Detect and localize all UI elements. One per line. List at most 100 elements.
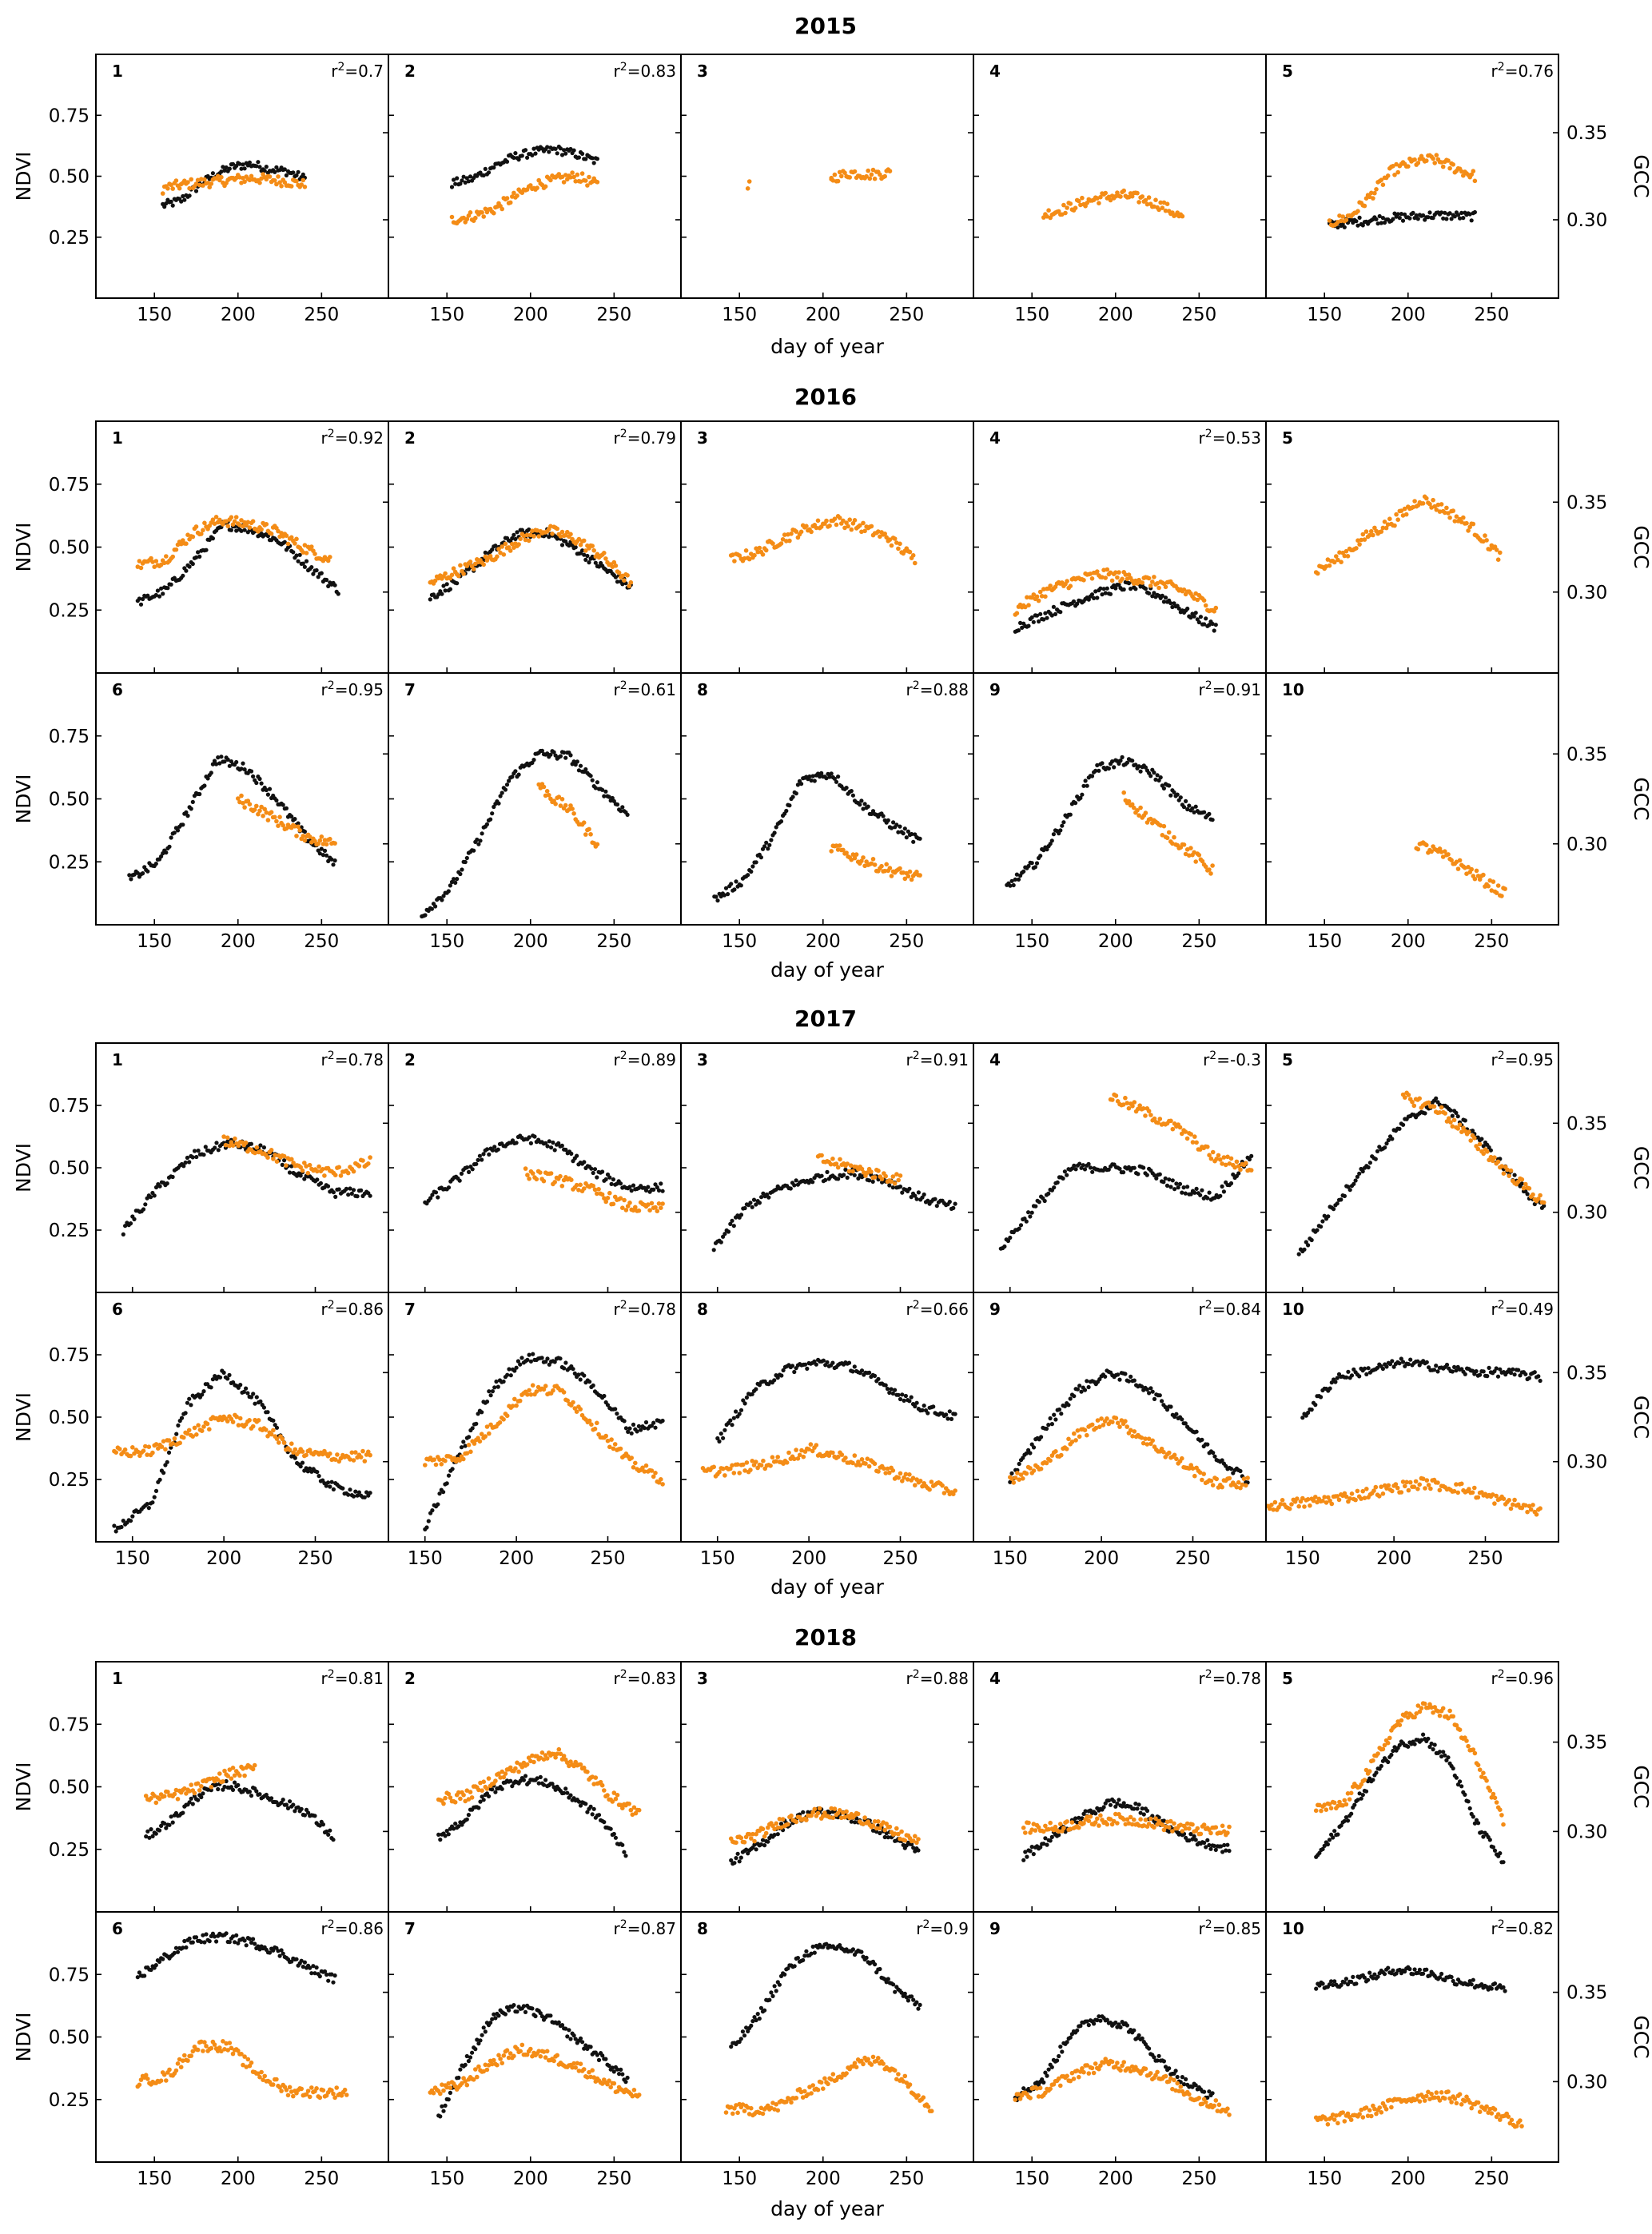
- ndvi-point: [150, 1500, 155, 1505]
- ndvi-point: [472, 848, 476, 853]
- gcc-point: [1300, 1495, 1305, 1501]
- panel-number: 6: [112, 680, 123, 699]
- ndvi-point: [169, 582, 173, 587]
- gcc-point: [838, 1157, 842, 1162]
- gcc-point: [605, 1196, 611, 1201]
- gcc-point: [561, 180, 567, 185]
- ndvi-point: [799, 782, 804, 786]
- gcc-point: [1488, 1154, 1494, 1160]
- ndvi-point: [190, 1155, 195, 1160]
- ndvi-point: [1008, 1235, 1013, 1240]
- ndvi-point: [1384, 1141, 1389, 1146]
- gcc-point: [565, 1398, 570, 1404]
- gcc-point: [885, 1466, 890, 1471]
- ndvi-point: [455, 176, 460, 181]
- x-tick-label: 150: [429, 305, 464, 325]
- gcc-point: [1110, 1420, 1115, 1424]
- ndvi-point: [1018, 620, 1023, 626]
- ndvi-point: [1038, 854, 1043, 858]
- ndvi-point: [852, 1173, 857, 1177]
- ndvi-point: [484, 822, 490, 826]
- gcc-point: [1538, 1193, 1543, 1198]
- gcc-point: [1143, 197, 1148, 203]
- gcc-point: [1192, 596, 1196, 601]
- ndvi-point: [656, 1188, 662, 1193]
- gcc-point: [1017, 1477, 1021, 1482]
- gcc-point: [1461, 173, 1466, 178]
- gcc-point: [500, 544, 504, 549]
- gcc-point: [299, 182, 305, 187]
- ndvi-point: [455, 877, 460, 882]
- gcc-point: [1379, 177, 1384, 182]
- ndvi-point: [1053, 611, 1058, 617]
- ndvi-point: [1103, 591, 1108, 595]
- gcc-point: [595, 842, 600, 847]
- ndvi-point: [1193, 611, 1198, 615]
- x-tick-label: 150: [429, 931, 464, 952]
- gcc-point: [556, 794, 562, 799]
- gcc-point: [1163, 208, 1168, 213]
- ndvi-point: [818, 775, 822, 779]
- x-tick-label: 250: [1474, 305, 1509, 325]
- r-squared-label: r2=0.79: [614, 428, 676, 448]
- ndvi-point: [265, 1410, 270, 1415]
- gcc-point: [1192, 1473, 1197, 1479]
- ndvi-point: [781, 1368, 786, 1372]
- ndvi-point: [812, 1359, 817, 1364]
- gcc-point: [651, 1474, 656, 1479]
- ndvi-point: [181, 573, 185, 578]
- ndvi-point: [209, 1385, 213, 1390]
- ndvi-point: [1411, 210, 1415, 215]
- ndvi-point: [423, 913, 428, 918]
- ndvi-point: [174, 1432, 179, 1436]
- panel-2017-4: 4 r2=-0.3: [973, 1042, 1267, 1293]
- ndvi-point: [274, 1425, 280, 1430]
- x-axis-label: day of year: [770, 335, 884, 358]
- gcc-point: [477, 1439, 483, 1444]
- gcc-point: [1238, 1167, 1243, 1173]
- ndvi-point: [1100, 592, 1105, 597]
- ndvi-point: [1392, 211, 1397, 216]
- ndvi-point: [302, 1177, 307, 1181]
- ndvi-point: [319, 571, 324, 575]
- gcc-point: [894, 1172, 899, 1177]
- ndvi-point: [184, 568, 189, 573]
- ndvi-point: [351, 1188, 356, 1193]
- gcc-point: [205, 1421, 210, 1427]
- gcc-point: [335, 1452, 340, 1457]
- ndvi-point: [1136, 764, 1141, 769]
- gcc-point: [483, 554, 488, 559]
- ndvi-point: [714, 894, 719, 899]
- gcc-point: [264, 522, 269, 527]
- gcc-point: [1336, 220, 1340, 225]
- gcc-point: [143, 1444, 148, 1449]
- gcc-point: [565, 529, 570, 535]
- ndvi-point: [516, 157, 521, 162]
- gcc-point: [768, 1463, 773, 1468]
- r-squared-label: r2=0.66: [906, 1299, 969, 1319]
- gcc-point: [1152, 575, 1156, 579]
- gcc-point: [896, 1177, 901, 1183]
- gcc-point: [1152, 1116, 1157, 1121]
- gcc-point: [1432, 161, 1437, 165]
- gcc-point: [1143, 1436, 1148, 1441]
- ndvi-point: [265, 534, 270, 539]
- ndvi-point: [483, 166, 488, 171]
- ndvi-point: [909, 1395, 914, 1400]
- ndvi-point: [568, 753, 573, 758]
- x-tick-label: 200: [221, 305, 256, 325]
- ndvi-point: [193, 555, 199, 560]
- ndvi-point: [1221, 1189, 1226, 1194]
- gcc-point: [882, 1466, 886, 1471]
- ndvi-point: [825, 1169, 830, 1174]
- gcc-point: [1085, 1432, 1089, 1438]
- gcc-point: [468, 1449, 473, 1455]
- ndvi-point: [204, 548, 209, 552]
- ndvi-point: [719, 1240, 723, 1244]
- ndvi-point: [1454, 1368, 1459, 1373]
- ndvi-point: [916, 1190, 921, 1195]
- ndvi-point: [1374, 217, 1379, 221]
- ndvi-point: [1452, 214, 1457, 219]
- gcc-point: [1130, 1434, 1135, 1439]
